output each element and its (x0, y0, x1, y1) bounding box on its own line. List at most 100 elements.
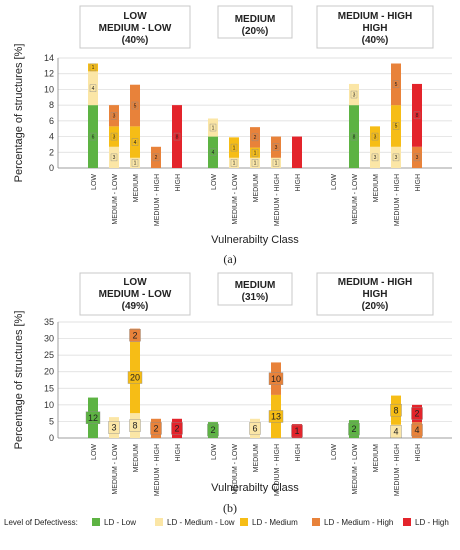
data-label: 6 (252, 424, 257, 434)
data-label: 2 (155, 155, 158, 161)
group-title-line: MEDIUM - LOW (99, 289, 172, 300)
data-label-box (150, 422, 162, 435)
data-label: 1 (275, 161, 278, 167)
data-label: 2 (132, 330, 137, 340)
data-label: 2 (351, 424, 356, 434)
y-tick-label: 35 (44, 317, 54, 327)
x-tick-label: LOW (91, 444, 98, 460)
x-tick-label: HIGH (295, 174, 302, 192)
data-label-box (127, 371, 143, 384)
x-tick-label: MEDIUM (373, 174, 380, 203)
x-tick-label: MEDIUM - HIGH (154, 444, 161, 496)
y-tick-label: 14 (44, 53, 54, 63)
x-tick-label: MEDIUM - LOW (232, 174, 239, 225)
data-label: 10 (271, 374, 281, 384)
legend-swatch (240, 518, 248, 526)
legend-swatch (403, 518, 411, 526)
group-title-line: (49%) (122, 301, 149, 312)
data-label-box (207, 423, 219, 437)
data-label: 3 (416, 155, 419, 161)
group-title-line: MEDIUM - HIGH (338, 277, 412, 288)
x-tick-label: LOW (211, 174, 218, 190)
data-label: 3 (374, 155, 377, 161)
data-label: 12 (88, 413, 98, 423)
x-axis-title: Vulnerabilty Class (211, 234, 299, 246)
panel-label: (b) (223, 501, 237, 515)
y-tick-label: 30 (44, 334, 54, 344)
data-label: 4 (212, 150, 215, 156)
data-label-box (89, 84, 97, 92)
x-tick-label: MEDIUM - HIGH (394, 444, 401, 496)
x-tick-label: MEDIUM - HIGH (274, 174, 281, 226)
x-tick-label: MEDIUM (253, 444, 260, 473)
data-label: 1 (294, 426, 299, 436)
y-tick-label: 5 (49, 416, 54, 426)
group-title-line: HIGH (363, 23, 388, 34)
chart-panel-b: 0 5 10 15 20 25 30 35 Percentage of structures [… (13, 272, 452, 515)
group-title-line: HIGH (363, 289, 388, 300)
group-title-line: (40%) (362, 35, 389, 46)
x-axis-title: Vulnerabilty Class (211, 482, 299, 494)
data-label-box (230, 143, 238, 152)
data-label-box (390, 425, 402, 438)
group-title-line: MEDIUM (235, 280, 276, 291)
x-tick-label: HIGH (415, 174, 422, 192)
data-label: 1 (254, 150, 257, 156)
x-tick-label: LOW (331, 174, 338, 190)
legend-title: Level of Defectivess: (4, 518, 78, 527)
data-label-box (390, 403, 402, 417)
legend: Level of Defectivess: LD - Low LD - Medium… (4, 518, 449, 527)
data-label-box (268, 372, 284, 385)
data-label: 2 (153, 424, 158, 434)
data-label-box (268, 410, 284, 423)
data-label: 4 (414, 425, 419, 435)
data-label-box (152, 153, 160, 162)
data-label: 4 (92, 86, 95, 92)
data-label-box (411, 407, 423, 420)
y-tick-label: 8 (49, 100, 54, 110)
data-label-box (251, 159, 259, 167)
data-label: 3 (113, 134, 116, 140)
group-title-line: (31%) (242, 292, 269, 303)
data-label: 13 (271, 412, 281, 422)
legend-swatch (312, 518, 320, 526)
y-tick-label: 10 (44, 84, 54, 94)
y-tick-label: 12 (44, 69, 54, 79)
data-label-box (350, 132, 358, 141)
data-label: 3 (353, 92, 356, 98)
data-label-box (131, 101, 139, 110)
data-label: 2 (210, 425, 215, 435)
x-tick-label: MEDIUM (373, 444, 380, 473)
data-label: 8 (393, 405, 398, 415)
data-label-box (171, 422, 183, 435)
group-header-box (316, 5, 434, 49)
data-label: 2 (414, 409, 419, 419)
panel-label: (a) (223, 252, 236, 266)
data-label-box (413, 153, 421, 162)
group-header-box (316, 272, 434, 316)
y-tick-label: 15 (44, 383, 54, 393)
data-label: 20 (130, 373, 140, 383)
x-tick-label: HIGH (295, 444, 302, 462)
data-label-box (89, 132, 97, 141)
legend-item: LD - High (415, 518, 449, 527)
x-tick-label: MEDIUM - LOW (112, 174, 119, 225)
y-tick-label: 20 (44, 367, 54, 377)
group-title-line: LOW (123, 277, 147, 288)
y-tick-label: 4 (49, 132, 54, 142)
y-tick-label: 10 (44, 400, 54, 410)
data-label-box (108, 421, 120, 434)
x-tick-label: MEDIUM - LOW (112, 444, 119, 495)
data-label-box (272, 159, 280, 167)
data-label: 1 (254, 161, 257, 167)
data-label-box (249, 422, 261, 435)
x-tick-label: MEDIUM (133, 444, 140, 473)
group-title-line: (40%) (122, 35, 149, 46)
data-label: 4 (393, 427, 398, 437)
data-label-box (272, 143, 280, 151)
data-label-box (350, 90, 358, 99)
data-label-box (291, 424, 303, 438)
data-label-box (209, 123, 217, 132)
